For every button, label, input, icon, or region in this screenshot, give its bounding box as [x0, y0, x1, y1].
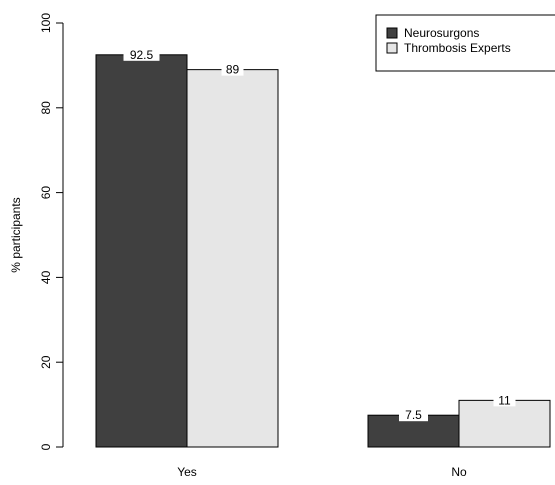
- category-label: No: [451, 465, 467, 479]
- y-tick-label: 60: [39, 186, 53, 200]
- legend-swatch: [386, 42, 398, 54]
- y-tick-label: 40: [39, 270, 53, 284]
- legend-box: [375, 14, 555, 72]
- data-label: 7.5: [405, 408, 422, 422]
- legend-swatch: [386, 27, 398, 39]
- y-axis-label: % participants: [9, 197, 23, 272]
- bar: [186, 69, 279, 448]
- y-tick-label: 100: [39, 13, 53, 33]
- legend-label: Thrombosis Experts: [404, 41, 511, 55]
- data-label-background: [399, 409, 428, 422]
- y-tick-label: 0: [39, 443, 53, 450]
- y-tick-label: 80: [39, 101, 53, 115]
- data-label-background: [493, 394, 516, 407]
- bars: 92.5 89 7.5 11: [95, 48, 551, 448]
- data-label: 92.5: [130, 48, 154, 62]
- data-label: 89: [226, 63, 240, 77]
- bar: [95, 54, 188, 448]
- data-label: 11: [498, 393, 511, 407]
- y-tick-label: 20: [39, 355, 53, 369]
- category-label: Yes: [177, 465, 197, 479]
- data-label-background: [221, 63, 244, 76]
- category-labels: Yes No: [177, 465, 467, 479]
- data-label-background: [123, 48, 160, 61]
- y-axis: 0 20 40 60 80 100: [39, 13, 64, 450]
- legend-label: Neurosurgons: [404, 26, 479, 40]
